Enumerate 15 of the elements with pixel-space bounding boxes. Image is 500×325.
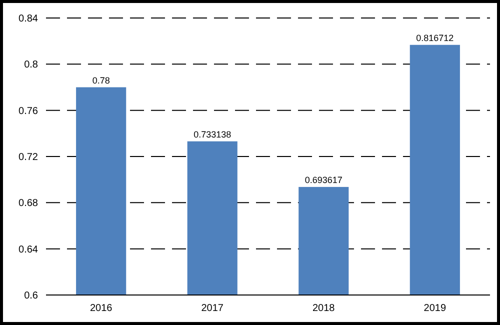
x-tick-label: 2018 <box>312 303 336 314</box>
y-tick-label: 0.64 <box>18 244 38 256</box>
data-label: 0.816712 <box>416 32 454 43</box>
x-tick-label: 2017 <box>201 303 224 314</box>
y-tick-label: 0.72 <box>18 152 38 163</box>
y-tick-label: 0.68 <box>18 198 38 210</box>
y-tick-label: 0.8 <box>24 60 38 71</box>
x-tick-label: 2016 <box>90 303 113 314</box>
data-label: 0.693617 <box>304 174 342 185</box>
data-label: 0.733138 <box>194 129 232 140</box>
y-tick-label: 0.76 <box>18 106 38 117</box>
y-tick-label: 0.84 <box>18 14 38 24</box>
data-label: 0.78 <box>92 75 110 86</box>
x-tick-label: 2019 <box>424 303 446 314</box>
y-tick-label: 0.6 <box>24 290 38 302</box>
